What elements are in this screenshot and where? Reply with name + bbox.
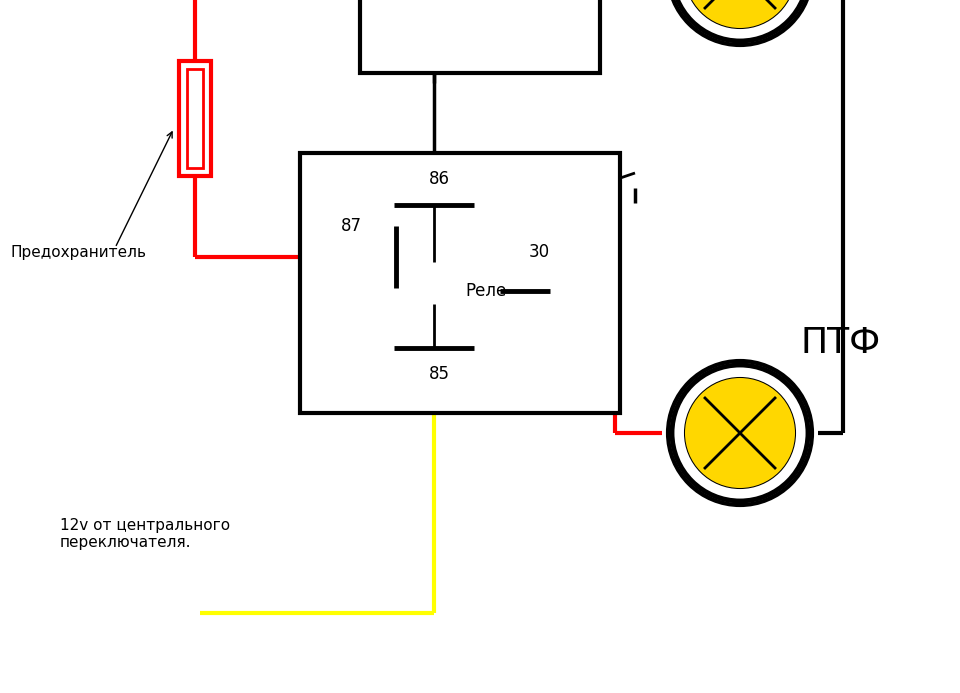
Text: 85: 85 [429,365,450,383]
Circle shape [685,0,795,28]
Text: –: – [526,0,540,5]
Bar [179,60,211,175]
Bar [187,69,203,168]
Text: ПТФ: ПТФ [800,326,880,360]
Text: Реле: Реле [465,282,506,300]
Text: 12v от центрального
переключателя.: 12v от центрального переключателя. [60,518,230,550]
Text: Предохранитель: Предохранитель [10,245,146,261]
Circle shape [672,0,808,41]
Circle shape [672,365,808,501]
Wedge shape [685,378,795,433]
Bar [360,0,600,73]
Text: 87: 87 [341,217,362,235]
Text: +: + [417,0,438,5]
Wedge shape [685,0,795,28]
Circle shape [685,378,795,488]
Circle shape [668,361,812,505]
Wedge shape [685,433,795,488]
Bar [300,153,620,413]
Text: 86: 86 [429,170,450,188]
Circle shape [668,0,812,45]
Text: 30: 30 [529,243,550,261]
